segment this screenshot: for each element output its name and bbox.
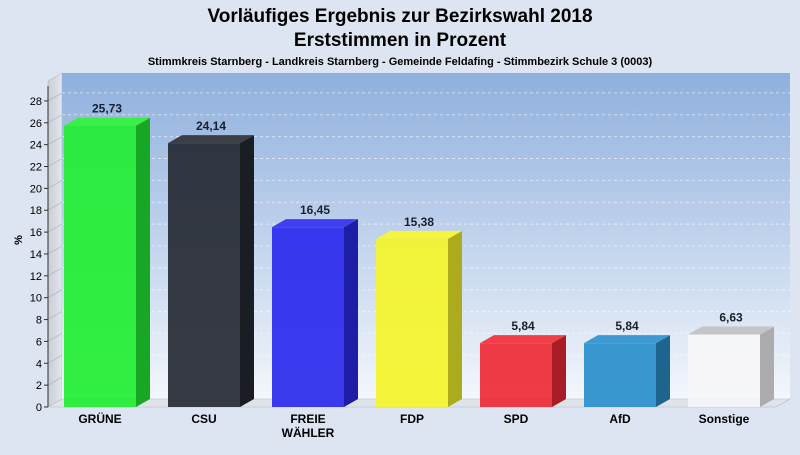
x-tick-label: SPD xyxy=(504,412,529,426)
gridline-wall xyxy=(47,114,63,124)
chart-subtitle: Erststimmen in Prozent xyxy=(294,30,507,51)
bar-side xyxy=(448,230,462,407)
bar-front xyxy=(584,343,656,407)
bar-side xyxy=(760,326,774,407)
gridline-wall xyxy=(47,245,63,255)
bar-top xyxy=(584,335,670,344)
y-tick-label: 2 xyxy=(36,380,42,392)
bar-side xyxy=(656,335,670,407)
y-tick-label: 10 xyxy=(30,293,42,305)
bar-top xyxy=(168,135,254,144)
gridline-wall xyxy=(47,311,63,320)
y-tick-label: 8 xyxy=(36,315,42,327)
y-tick-label: 28 xyxy=(30,96,42,108)
bar-front xyxy=(688,334,760,407)
data-label: 6,63 xyxy=(719,311,743,325)
y-tick-label: 16 xyxy=(30,227,42,239)
bar: 5,84 xyxy=(480,319,566,407)
bar-top xyxy=(272,219,358,228)
y-tick-label: 14 xyxy=(30,249,42,261)
bar-top xyxy=(688,326,774,335)
chart-location-line: Stimmkreis Starnberg - Landkreis Starnbe… xyxy=(148,56,653,68)
bar-front xyxy=(376,238,448,407)
y-tick-label: 0 xyxy=(36,402,42,414)
gridline-wall xyxy=(47,223,63,233)
bar: 6,63 xyxy=(688,311,774,407)
bar-top xyxy=(64,117,150,126)
bar-side xyxy=(240,135,254,408)
y-tick-label: 12 xyxy=(30,271,42,283)
data-label: 16,45 xyxy=(300,203,330,217)
bar-side xyxy=(136,117,150,408)
plot-side-wall xyxy=(47,72,63,408)
y-tick-label: 24 xyxy=(30,140,42,152)
y-tick-label: 22 xyxy=(30,162,42,174)
data-label: 5,84 xyxy=(511,319,535,333)
bar-side xyxy=(552,335,566,407)
gridline-wall xyxy=(47,289,63,298)
data-label: 5,84 xyxy=(615,319,639,333)
bar-top xyxy=(480,335,566,344)
y-tick-label: 4 xyxy=(36,358,42,370)
x-tick-label: Sonstige xyxy=(699,412,750,426)
bars: 25,73 24,14 16,45 15,38 5,84 5,84 6,63 xyxy=(64,102,774,408)
y-tick-label: 6 xyxy=(36,336,42,348)
x-tick-label: FDP xyxy=(400,412,424,426)
x-tick-label: AfD xyxy=(609,412,631,426)
y-tick-label: 18 xyxy=(30,205,42,217)
bar-front xyxy=(480,343,552,407)
x-axis-labels: GRÜNE CSU FREIE WÄHLER FDP SPD AfD Sonstige xyxy=(78,411,749,440)
gridline-wall xyxy=(47,201,63,211)
bar: 15,38 xyxy=(376,215,462,407)
bar: 25,73 xyxy=(64,102,150,408)
y-tick-label: 26 xyxy=(30,118,42,130)
bar-front xyxy=(272,227,344,407)
gridline-wall xyxy=(47,180,63,189)
gridline-wall xyxy=(47,158,63,167)
y-axis-label: % xyxy=(13,235,25,245)
gridline-wall xyxy=(47,355,63,364)
y-tick-label: 20 xyxy=(30,183,42,195)
x-tick-label: CSU xyxy=(191,412,216,426)
bar: 24,14 xyxy=(168,119,254,408)
gridline-wall xyxy=(47,136,63,145)
gridline-wall xyxy=(47,376,63,386)
bar-top xyxy=(376,230,462,239)
bar-side xyxy=(344,219,358,407)
bar: 16,45 xyxy=(272,203,358,407)
bar: 5,84 xyxy=(584,319,670,407)
gridline-wall xyxy=(47,267,63,277)
data-label: 15,38 xyxy=(404,215,434,229)
bar-front xyxy=(168,143,240,408)
data-label: 25,73 xyxy=(92,102,122,116)
gridline-wall xyxy=(47,333,63,342)
bar-front xyxy=(64,125,136,408)
chart-title: Vorläufiges Ergebnis zur Bezirkswahl 201… xyxy=(207,6,592,27)
x-tick-label: GRÜNE xyxy=(78,411,121,426)
x-tick-label: FREIE WÄHLER xyxy=(282,412,335,440)
data-label: 24,14 xyxy=(196,119,226,133)
gridline-wall xyxy=(47,92,63,102)
